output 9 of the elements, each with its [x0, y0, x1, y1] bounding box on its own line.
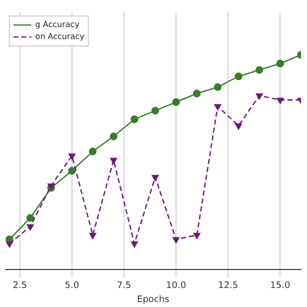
- x-axis-title: Epochs: [137, 294, 170, 305]
- x-tick-label: 7.5: [116, 281, 132, 292]
- legend-label: on Accuracy: [35, 32, 85, 42]
- x-tick-label: 2.5: [12, 281, 28, 292]
- x-tick-label: 5.0: [64, 281, 80, 292]
- x-tick-label: 12.5: [218, 281, 238, 292]
- x-tick-label: 10.0: [166, 281, 186, 292]
- legend-label: g Accuracy: [35, 20, 80, 30]
- x-tick-label: 15.0: [270, 281, 290, 292]
